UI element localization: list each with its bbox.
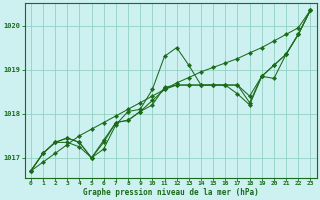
X-axis label: Graphe pression niveau de la mer (hPa): Graphe pression niveau de la mer (hPa) <box>83 188 259 197</box>
